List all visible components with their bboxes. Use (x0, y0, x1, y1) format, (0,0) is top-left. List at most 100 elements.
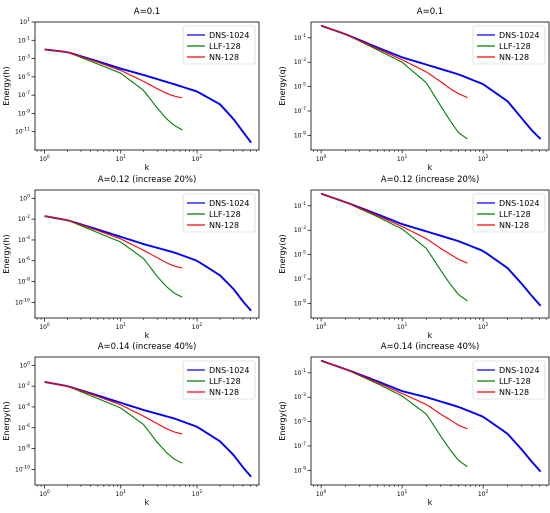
legend-entry: LLF-128 (209, 377, 241, 386)
series-line-llf-128 (320, 360, 468, 468)
series-line-llf-128 (320, 25, 468, 140)
legend-entry: LLF-128 (499, 42, 531, 51)
legend-entry: LLF-128 (209, 210, 241, 219)
x-tick-label: 100 (316, 489, 327, 498)
chart-title: A=0.14 (increase 40%) (381, 342, 480, 352)
y-tick-label: 10-7 (294, 106, 306, 115)
y-tick-label: 100 (19, 360, 30, 369)
y-tick-label: 10-4 (18, 402, 30, 411)
x-tick-label: 102 (478, 489, 489, 498)
legend-entry: DNS-1024 (209, 199, 249, 208)
y-tick-label: 10-9 (294, 130, 306, 139)
y-tick-label: 10-9 (294, 298, 306, 307)
chart-panel-5: A=0.14 (increase 40%) k Energy(h) 100 101 102… (2, 342, 260, 507)
legend: DNS-1024 LLF-128 NN-128 (182, 25, 256, 65)
legend: DNS-1024 LLF-128 NN-128 (472, 25, 546, 65)
y-axis-label: Energy(q) (278, 234, 287, 273)
x-tick-label: 101 (397, 154, 408, 163)
y-tick-label: 10-6 (18, 256, 30, 265)
chart-title: A=0.12 (increase 20%) (98, 175, 197, 185)
series-line-llf-128 (44, 381, 183, 464)
y-tick-label: 10-3 (294, 57, 306, 66)
y-tick-label: 10-5 (294, 82, 306, 91)
x-tick-label: 102 (478, 322, 489, 331)
legend: DNS-1024 LLF-128 NN-128 (472, 193, 546, 233)
x-tick-label: 100 (39, 322, 50, 331)
series-line-nn-128 (44, 215, 183, 269)
plot-frame (310, 356, 550, 486)
chart-panel-4: A=0.12 (increase 20%) k Energy(q) 100 101 102… (278, 175, 550, 340)
y-axis-label: Energy(h) (2, 401, 11, 440)
y-tick-label: 10-8 (18, 277, 30, 286)
y-tick-label: 10-9 (294, 465, 306, 474)
y-axis-label: Energy(q) (278, 401, 287, 440)
chart-panel-1: A=0.1 k Energy(h) 100 101 102 101 10-1 10-3 10-5 1… (2, 7, 260, 172)
y-tick-label: 10-3 (18, 54, 30, 63)
plot-frame (310, 189, 550, 319)
legend-entry: LLF-128 (499, 377, 531, 386)
series-line-llf-128 (320, 193, 468, 302)
y-tick-label: 10-1 (294, 368, 306, 377)
y-tick-label: 10-2 (18, 214, 30, 223)
legend-entry: NN-128 (499, 388, 529, 397)
x-tick-label: 100 (316, 322, 327, 331)
legend: DNS-1024 LLF-128 NN-128 (472, 360, 546, 400)
x-tick-label: 102 (478, 154, 489, 163)
x-tick-label: 100 (39, 489, 50, 498)
x-tick-label: 102 (192, 489, 203, 498)
plot-frame (34, 21, 260, 151)
y-tick-label: 10-3 (294, 225, 306, 234)
legend-entry: NN-128 (209, 388, 239, 397)
series-line-nn-128 (320, 25, 468, 99)
series-line-llf-128 (44, 48, 183, 131)
chart-title: A=0.1 (417, 7, 443, 17)
y-tick-label: 10-1 (294, 201, 306, 210)
chart-panel-6: A=0.14 (increase 40%) k Energy(q) 100 101 102… (278, 342, 550, 507)
y-tick-label: 10-2 (18, 381, 30, 390)
y-tick-label: 100 (19, 193, 30, 202)
y-tick-label: 10-7 (294, 441, 306, 450)
series-line-nn-128 (44, 381, 183, 435)
legend-entry: NN-128 (209, 53, 239, 62)
legend-entry: DNS-1024 (209, 366, 249, 375)
legend-entry: DNS-1024 (499, 199, 539, 208)
y-tick-label: 10-7 (294, 274, 306, 283)
x-tick-label: 102 (192, 154, 203, 163)
y-tick-label: 10-6 (18, 423, 30, 432)
x-tick-label: 102 (192, 322, 203, 331)
x-axis-label: k (428, 498, 433, 507)
series-line-llf-128 (44, 215, 183, 298)
series-line-nn-128 (320, 360, 468, 430)
x-tick-label: 100 (39, 154, 50, 163)
x-tick-label: 101 (116, 322, 127, 331)
y-tick-label: 10-10 (15, 464, 30, 473)
y-axis-label: Energy(q) (278, 66, 287, 105)
y-axis-label: Energy(h) (2, 66, 11, 105)
y-tick-label: 10-9 (18, 108, 30, 117)
plot-frame (310, 21, 550, 151)
x-axis-label: k (428, 163, 433, 172)
x-axis-label: k (145, 163, 150, 172)
legend-entry: NN-128 (499, 221, 529, 230)
chart-title: A=0.14 (increase 40%) (98, 342, 197, 352)
y-tick-label: 10-1 (18, 35, 30, 44)
y-tick-label: 10-5 (294, 250, 306, 259)
x-axis-label: k (428, 331, 433, 340)
x-tick-label: 101 (116, 154, 127, 163)
y-tick-label: 10-4 (18, 235, 30, 244)
legend-entry: NN-128 (209, 221, 239, 230)
x-tick-label: 101 (116, 489, 127, 498)
x-tick-label: 101 (397, 489, 408, 498)
plot-frame (34, 189, 260, 319)
chart-title: A=0.1 (134, 7, 160, 17)
y-axis-label: Energy(h) (2, 234, 11, 273)
series-line-nn-128 (44, 48, 183, 99)
y-tick-label: 10-7 (18, 90, 30, 99)
y-tick-label: 10-5 (294, 417, 306, 426)
y-tick-label: 101 (19, 17, 30, 26)
y-tick-label: 10-8 (18, 444, 30, 453)
y-tick-label: 10-5 (18, 72, 30, 81)
series-line-nn-128 (320, 193, 468, 264)
